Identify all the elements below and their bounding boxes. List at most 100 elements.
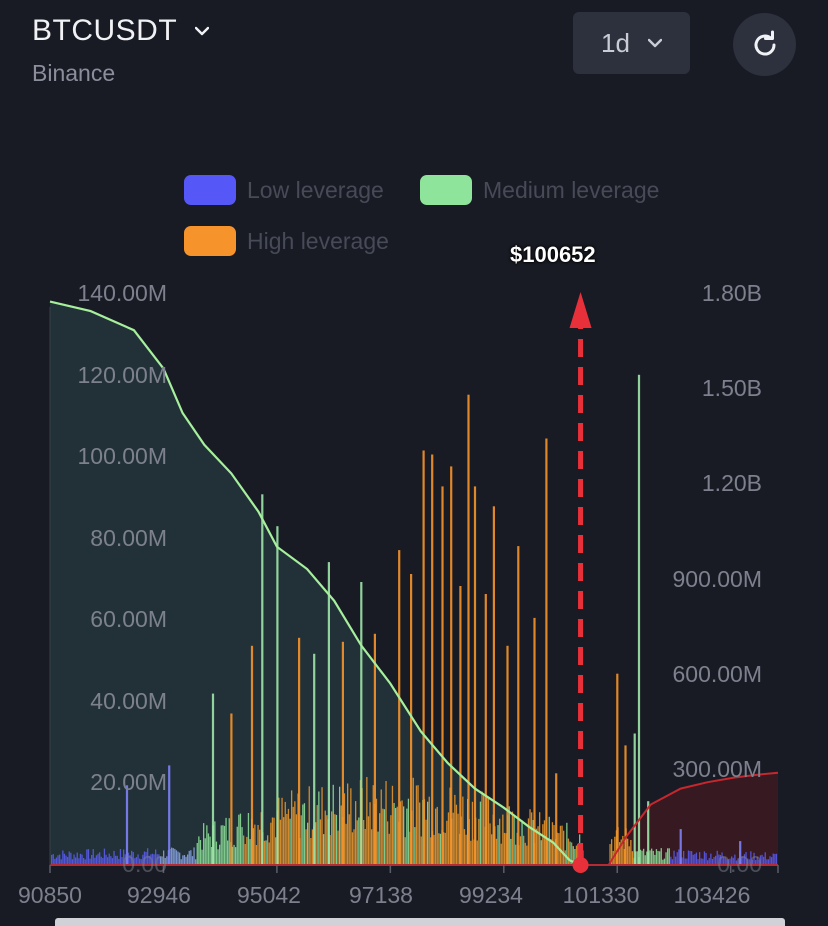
density-bar (257, 825, 259, 865)
density-bar (519, 836, 522, 865)
density-bar (775, 853, 778, 865)
density-bar (343, 793, 346, 865)
density-bar (377, 831, 379, 865)
density-bar (759, 855, 762, 865)
density-bar (510, 838, 512, 865)
density-bar (651, 848, 653, 865)
refresh-button[interactable] (733, 13, 796, 76)
density-bar (195, 859, 197, 865)
liquidation-bar (624, 745, 627, 865)
density-bar (124, 854, 126, 865)
density-bar (454, 794, 456, 865)
density-bar (247, 813, 250, 865)
density-bar (523, 835, 525, 865)
density-bar (687, 850, 690, 865)
density-bar (721, 852, 723, 865)
density-bar (289, 818, 291, 865)
density-bar (716, 850, 718, 865)
liquidation-bar (398, 550, 401, 865)
legend-item-low-leverage[interactable]: Low leverage (184, 175, 384, 205)
density-bar (172, 848, 174, 865)
cumulative-long-area (50, 301, 581, 866)
horizontal-scrollbar[interactable] (55, 918, 785, 926)
symbol-selector[interactable]: BTCUSDT (32, 14, 210, 48)
density-bar (70, 852, 72, 865)
density-bar (283, 817, 285, 865)
density-bar (455, 804, 458, 865)
density-bar (767, 859, 770, 865)
density-bar (646, 851, 648, 865)
density-bar (198, 836, 200, 865)
density-bar (278, 797, 280, 865)
density-bar (729, 858, 731, 865)
density-bar (753, 852, 755, 865)
density-bar (190, 850, 192, 865)
density-bar (326, 815, 328, 865)
density-bar (187, 854, 189, 865)
density-bar (174, 848, 176, 865)
density-bar (715, 855, 717, 865)
density-bar (207, 833, 210, 865)
density-bar (764, 852, 766, 865)
interval-select[interactable]: 1d (573, 12, 690, 74)
density-bar (332, 784, 334, 865)
liquidation-bar (739, 841, 742, 865)
density-bar (703, 851, 706, 865)
density-bar (513, 816, 515, 865)
legend-swatch-low-leverage (184, 175, 236, 205)
density-bar (97, 853, 99, 865)
liquidation-bar (410, 574, 413, 865)
density-bar (102, 858, 104, 865)
density-bar (713, 857, 715, 865)
density-bar (756, 856, 758, 865)
y-left-tick-label: 120.00M (77, 362, 167, 388)
density-bar (159, 856, 162, 865)
density-bar (727, 859, 730, 865)
density-bar (452, 812, 454, 865)
legend-item-medium-leverage[interactable]: Medium leverage (420, 175, 659, 205)
density-bar (478, 818, 480, 865)
density-bar (678, 849, 680, 865)
y-left-tick-label: 100.00M (77, 443, 167, 469)
exchange-name: Binance (32, 60, 116, 86)
density-bar (267, 835, 269, 865)
density-bar (356, 820, 358, 865)
current-price-dot (572, 857, 589, 873)
y-right-tick-label: 900.00M (672, 566, 762, 592)
density-bar (449, 787, 451, 865)
density-bar (772, 853, 774, 865)
refresh-icon (754, 30, 775, 56)
density-bar (215, 841, 218, 865)
density-bar (355, 801, 357, 865)
liquidation-bar (250, 645, 254, 865)
density-bar (244, 844, 246, 865)
density-bar (569, 841, 571, 865)
density-bar (732, 857, 734, 865)
chevron-down-icon (647, 38, 662, 48)
density-bar (243, 835, 245, 865)
density-bar (54, 858, 56, 865)
density-bar (86, 849, 88, 865)
legend-item-high-leverage[interactable]: High leverage (184, 226, 389, 256)
density-bar (115, 855, 117, 865)
density-bar (225, 817, 227, 865)
density-bar (671, 859, 674, 865)
current-price-label: $100652 (510, 242, 596, 267)
density-bar (329, 835, 331, 865)
density-bar (414, 827, 416, 865)
density-bar (55, 857, 58, 865)
density-bar (294, 801, 296, 865)
liquidation-bar (360, 582, 363, 865)
density-bar (254, 824, 256, 865)
density-bar (550, 839, 552, 865)
liquidation-bar (533, 617, 536, 865)
density-bar (345, 823, 347, 865)
density-bar (470, 840, 472, 865)
density-bar (526, 845, 528, 865)
density-bar (233, 844, 235, 865)
density-bar (481, 791, 483, 865)
density-bar (407, 798, 410, 865)
density-bar (670, 856, 672, 865)
cumulative-short-line (607, 771, 779, 866)
